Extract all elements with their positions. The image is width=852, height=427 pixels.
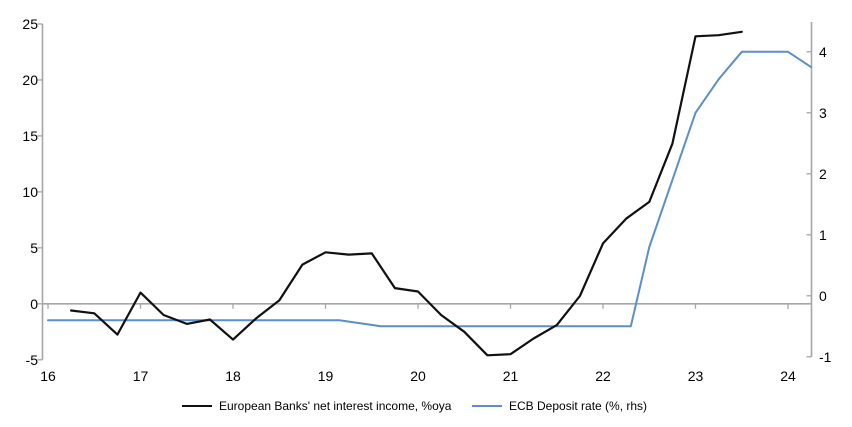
- left-axis-label: 20: [22, 72, 38, 88]
- x-axis-label: 17: [133, 368, 149, 384]
- x-axis-label: 18: [225, 368, 241, 384]
- black-line-sample: [182, 405, 212, 407]
- legend-label-ecb-deposit-rate: ECB Deposit rate (%, rhs): [509, 399, 648, 413]
- blue-line-sample: [472, 405, 502, 407]
- x-axis-label: 22: [595, 368, 611, 384]
- left-axis-label: 10: [22, 184, 38, 200]
- series-line-net-interest-income: [69, 30, 743, 357]
- right-axis-label: 1: [819, 227, 827, 243]
- left-axis-label: 25: [22, 16, 38, 32]
- left-axis-label: -5: [26, 352, 39, 368]
- x-axis-label: 20: [410, 368, 426, 384]
- x-axis-label: 24: [780, 368, 796, 384]
- left-axis-label: 0: [30, 296, 38, 312]
- x-axis-label: 19: [318, 368, 334, 384]
- right-axis-label: 0: [819, 288, 827, 304]
- legend-item-ecb-deposit-rate[interactable]: ECB Deposit rate (%, rhs): [472, 398, 647, 414]
- chart-legend: European Banks' net interest income, %oy…: [0, 394, 852, 414]
- left-axis-label: 5: [30, 240, 38, 256]
- right-axis-label: -1: [819, 349, 832, 365]
- right-axis-label: 4: [819, 44, 827, 60]
- x-axis-label: 16: [40, 368, 56, 384]
- left-axis-label: 15: [22, 128, 38, 144]
- series-line-ecb-deposit-rate: [47, 50, 813, 328]
- x-axis-label: 23: [688, 368, 704, 384]
- legend-label-net-interest-income: European Banks' net interest income, %oy…: [219, 399, 452, 413]
- right-axis-label: 2: [819, 166, 827, 182]
- x-axis-label: 21: [503, 368, 519, 384]
- legend-item-net-interest-income[interactable]: European Banks' net interest income, %oy…: [182, 398, 451, 414]
- right-axis-label: 3: [819, 105, 827, 121]
